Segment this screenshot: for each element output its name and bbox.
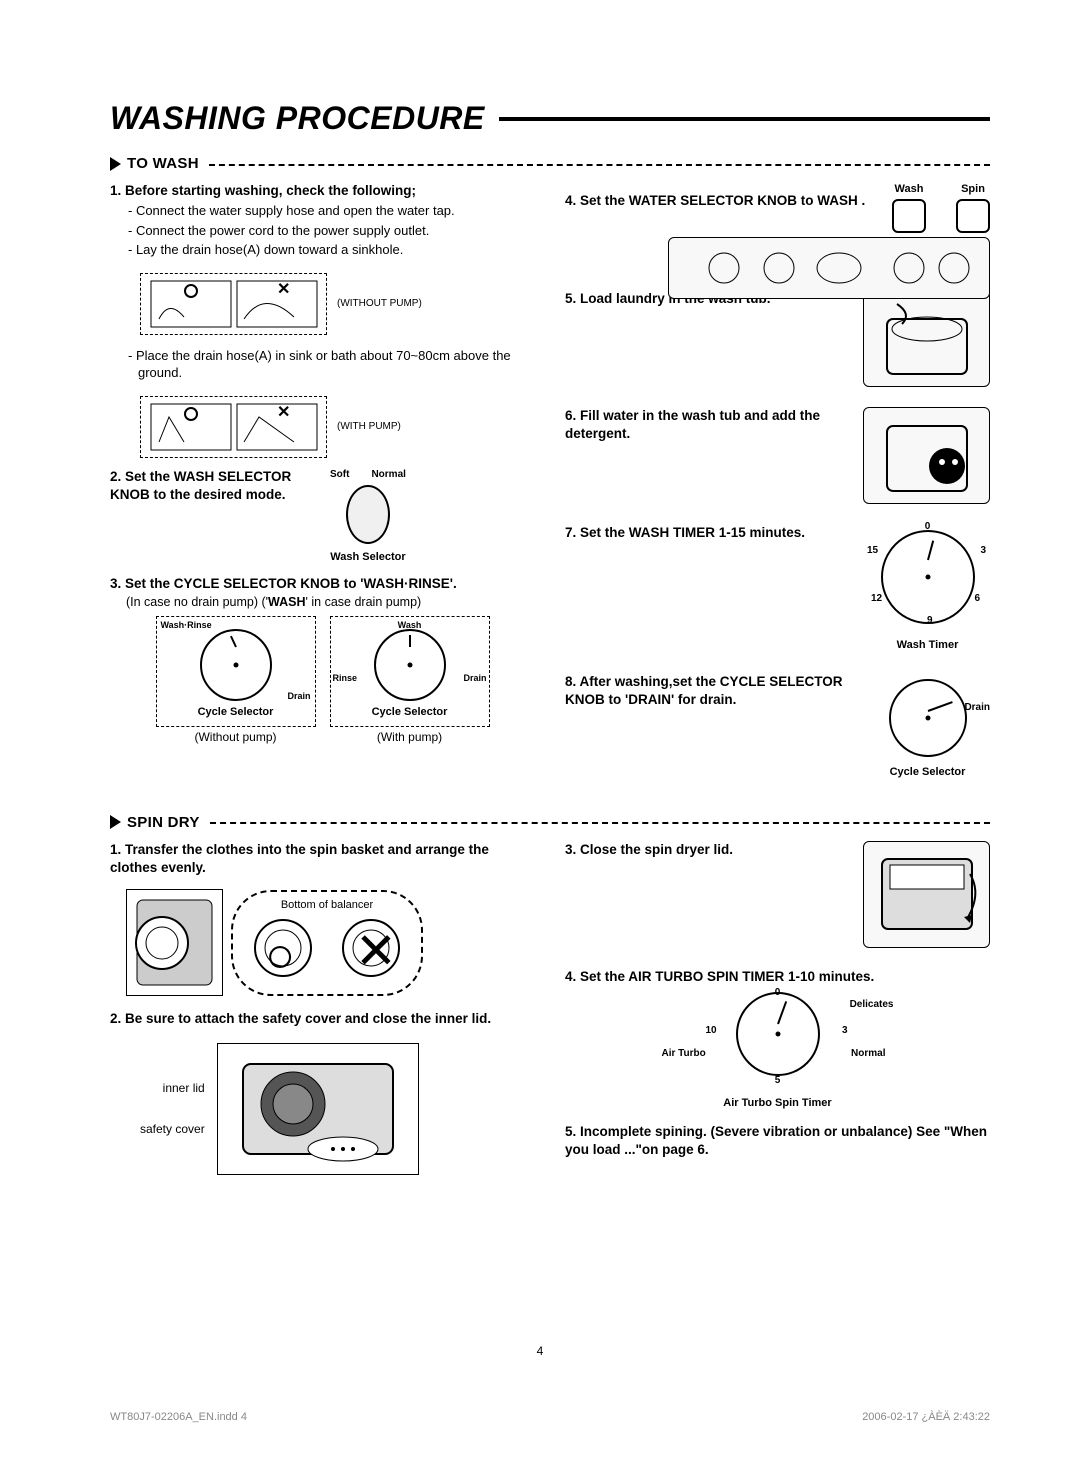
- cycle-selector-caption: Cycle Selector: [337, 705, 483, 720]
- diag1-caption: (WITHOUT PUMP): [337, 297, 422, 311]
- footer-left: WT80J7-02206A_EN.indd 4: [110, 1411, 247, 1423]
- to-wash-title: TO WASH: [127, 155, 199, 172]
- sd-step5-text: 5. Incomplete spining. (Severe vibration…: [565, 1123, 990, 1159]
- rinse-label: Rinse: [333, 672, 358, 684]
- spin-dry-header: SPIN DRY: [110, 814, 990, 831]
- footer: WT80J7-02206A_EN.indd 4 2006-02-17 ¿ÀÈÄ …: [110, 1411, 990, 1423]
- step1-item: - Connect the power cord to the power su…: [128, 222, 535, 240]
- spin-tab-label: Spin: [956, 182, 990, 197]
- wash-tab-label: Wash: [892, 182, 926, 197]
- spin-dry-right-column: 3. Close the spin dryer lid. 4. Set the …: [565, 841, 990, 1181]
- wash-tab-icon: [892, 199, 926, 233]
- delicates-label: Delicates: [850, 998, 894, 1012]
- hose-diagram-icon: ✕: [149, 279, 319, 329]
- wash-timer-knob-icon: [881, 530, 975, 624]
- cycle-selector-drain-knob-icon: [889, 679, 967, 757]
- drain-label: Drain: [964, 701, 990, 715]
- cycle-knob-icon: [374, 629, 446, 701]
- with-pump-sub: (With pump): [330, 729, 490, 745]
- t6-label: 6: [974, 592, 980, 606]
- to-wash-right-column: Wash Spin 4. Set the WATER SELECTOR KNOB…: [565, 182, 990, 800]
- safety-cover-diagram: [217, 1043, 419, 1175]
- to-wash-header: TO WASH: [110, 155, 990, 172]
- drain-hose-diagram-without-pump: ✕: [140, 273, 327, 335]
- step8-text: 8. After washing,set the CYCLE SELECTOR …: [565, 673, 855, 709]
- cycle-selector-caption: Cycle Selector: [865, 765, 990, 780]
- t3-label: 3: [980, 544, 986, 558]
- wash-spin-tabs: Wash Spin: [892, 182, 990, 233]
- step2-title: 2. Set the WASH SELECTOR KNOB to the des…: [110, 468, 310, 504]
- ok-mark-icon: ○: [265, 922, 295, 990]
- sd-step4-title: 4. Set the AIR TURBO SPIN TIMER 1-10 min…: [565, 968, 990, 986]
- ng-mark-icon: ✕: [355, 918, 397, 986]
- step1-item4: - Place the drain hose(A) in sink or bat…: [128, 347, 535, 382]
- drain-label: Drain: [463, 672, 486, 684]
- sd-step3-text: 3. Close the spin dryer lid.: [565, 841, 853, 859]
- diag2-caption: (WITH PUMP): [337, 420, 401, 434]
- t9-label: 9: [927, 614, 933, 628]
- cycle-selector-panel-without-pump: Wash·Rinse Drain Cycle Selector: [156, 616, 316, 727]
- fill-water-diagram: [863, 407, 990, 504]
- step1-title: 1. Before starting washing, check the fo…: [110, 182, 535, 200]
- at-t10: 10: [706, 1024, 717, 1038]
- dashed-rule: [210, 822, 990, 824]
- load-laundry-diagram: [863, 290, 990, 387]
- t12-label: 12: [871, 592, 882, 606]
- dashed-rule: [209, 164, 990, 166]
- at-t0: 0: [775, 986, 781, 1000]
- control-panel-diagram: [668, 237, 990, 299]
- step1-item: - Connect the water supply hose and open…: [128, 202, 535, 220]
- step3-note-c: ' in case drain pump): [306, 595, 422, 609]
- footer-right: 2006-02-17 ¿ÀÈÄ 2:43:22: [862, 1411, 990, 1423]
- cycle-knob-icon: [200, 629, 272, 701]
- step6-text: 6. Fill water in the wash tub and add th…: [565, 407, 853, 443]
- page-title: WASHING PROCEDURE: [110, 100, 493, 137]
- step3-title: 3. Set the CYCLE SELECTOR KNOB to 'WASH·…: [110, 575, 535, 593]
- inner-lid-label: inner lid: [140, 1080, 205, 1096]
- balancer-label: Bottom of balancer: [243, 898, 411, 913]
- air-turbo-caption: Air Turbo Spin Timer: [678, 1096, 878, 1111]
- soft-label: Soft: [330, 468, 349, 482]
- step3-note-b: WASH: [268, 595, 306, 609]
- page-number: 4: [537, 1344, 544, 1358]
- cycle-selector-caption: Cycle Selector: [163, 705, 309, 720]
- step7-text: 7. Set the WASH TIMER 1-15 minutes.: [565, 524, 855, 542]
- wash-selector-caption: Wash Selector: [330, 550, 406, 565]
- to-wash-left-column: 1. Before starting washing, check the fo…: [110, 182, 535, 800]
- spin-basket-diagram: [126, 889, 223, 996]
- wash-timer-caption: Wash Timer: [865, 638, 990, 653]
- air-turbo-label: Air Turbo: [662, 1047, 706, 1061]
- normal-label: Normal: [371, 468, 405, 482]
- t15-label: 15: [867, 544, 878, 558]
- hose-diagram-icon: ✕: [149, 402, 319, 452]
- step3-note-a: (In case no drain pump) (': [126, 595, 268, 609]
- svg-text:✕: ✕: [277, 281, 290, 298]
- drain-label: Drain: [287, 690, 310, 702]
- at-t3: 3: [842, 1024, 848, 1038]
- svg-text:✕: ✕: [277, 404, 290, 421]
- wash-rinse-label: Wash·Rinse: [161, 619, 212, 631]
- arrow-icon: [110, 815, 121, 829]
- sd-step2-title: 2. Be sure to attach the safety cover an…: [110, 1010, 535, 1028]
- step1-item: - Lay the drain hose(A) down toward a si…: [128, 241, 535, 259]
- spin-tab-icon: [956, 199, 990, 233]
- arrow-icon: [110, 157, 121, 171]
- air-turbo-timer-knob-icon: [736, 992, 820, 1076]
- spin-dry-title: SPIN DRY: [127, 814, 200, 831]
- wash-selector-knob-icon: [346, 485, 390, 544]
- page-title-row: WASHING PROCEDURE: [110, 100, 990, 137]
- cycle-selector-panel-with-pump: Wash Rinse Drain Cycle Selector: [330, 616, 490, 727]
- without-pump-sub: (Without pump): [156, 729, 316, 745]
- at-t5: 5: [775, 1074, 781, 1088]
- spin-dry-left-column: 1. Transfer the clothes into the spin ba…: [110, 841, 535, 1181]
- title-rule: [499, 117, 990, 121]
- normal-label: Normal: [851, 1047, 885, 1061]
- t0-label: 0: [925, 520, 931, 534]
- sd-step1-title: 1. Transfer the clothes into the spin ba…: [110, 841, 535, 877]
- close-lid-diagram: [863, 841, 990, 948]
- safety-cover-label2: safety cover: [140, 1121, 205, 1137]
- drain-hose-diagram-with-pump: ✕: [140, 396, 327, 458]
